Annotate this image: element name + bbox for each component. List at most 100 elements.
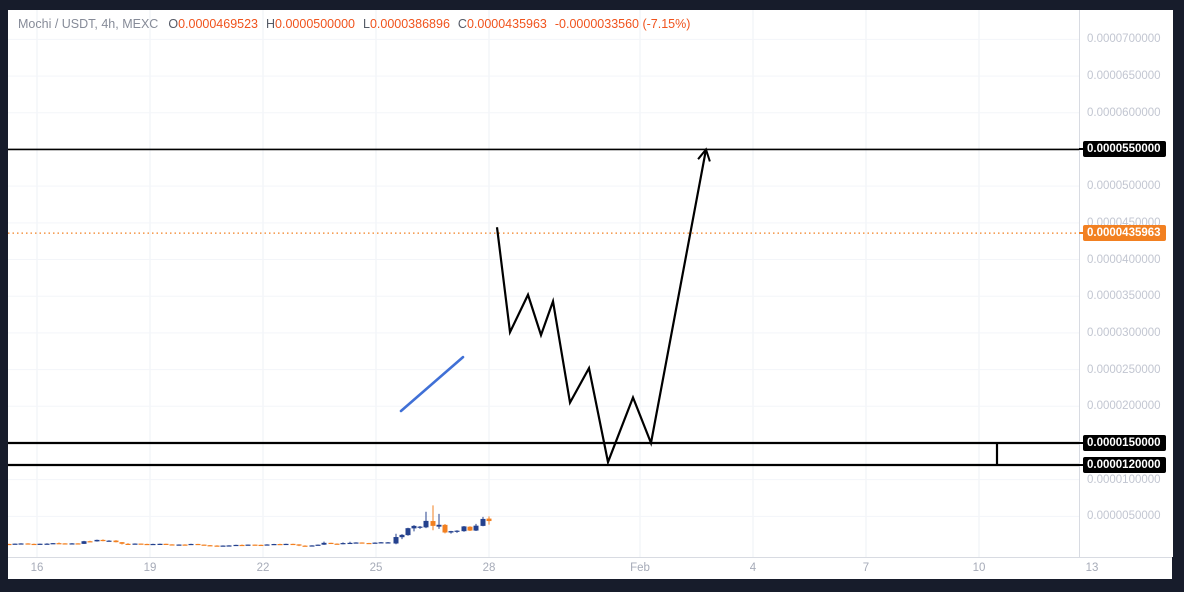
price-axis[interactable]: 0.0000700000 0.0000650000 0.0000600000 0.00… — [1079, 10, 1173, 557]
trendline — [399, 355, 465, 413]
candle — [69, 543, 75, 545]
candle — [220, 545, 226, 547]
candle — [334, 543, 340, 545]
candle — [157, 543, 163, 545]
candle — [436, 513, 442, 529]
time-axis[interactable]: 16 19 22 25 28 Feb 4 7 10 13 — [8, 557, 1172, 579]
candle — [8, 543, 12, 546]
candle — [31, 543, 37, 546]
candle — [399, 534, 405, 540]
candle — [163, 543, 169, 545]
price-axis-label: 0.0000500000 — [1087, 180, 1161, 193]
time-axis-label-7: 7 — [862, 562, 870, 574]
candle — [372, 542, 378, 544]
candle — [12, 543, 18, 545]
price-axis-label: 0.0000250000 — [1087, 363, 1161, 376]
time-axis-label-19: 19 — [143, 562, 157, 574]
price-badge-550000: 0.0000550000 — [1079, 141, 1166, 158]
legend-ohlc-values: O0.0000469523 H0.0000500000 L0.0000386896 C… — [168, 17, 555, 31]
candle — [245, 544, 251, 546]
candle — [461, 526, 467, 532]
levels-layer — [8, 148, 1079, 467]
candle — [347, 541, 353, 545]
candle — [467, 526, 473, 532]
candle — [233, 544, 239, 547]
candle — [106, 540, 112, 542]
candle — [296, 544, 302, 547]
candle — [87, 540, 93, 543]
candle — [169, 544, 175, 546]
candle — [366, 542, 372, 545]
candlesticks-layer — [8, 505, 492, 547]
candle — [442, 524, 448, 534]
time-axis-label-28: 28 — [482, 562, 496, 574]
price-axis-label: 0.0000200000 — [1087, 400, 1161, 413]
candle — [393, 533, 399, 545]
candle — [44, 543, 50, 545]
candle — [252, 544, 258, 546]
candle — [315, 544, 321, 546]
time-axis-label-22: 22 — [256, 562, 270, 574]
candle — [150, 543, 156, 546]
candle — [81, 540, 87, 545]
candle — [277, 543, 283, 546]
candle — [405, 527, 411, 536]
candle — [207, 544, 213, 547]
price-axis-label: 0.0000400000 — [1087, 253, 1161, 266]
candle — [25, 543, 31, 545]
price-badge-120000: 0.0000120000 — [1079, 456, 1166, 473]
candle — [264, 544, 270, 546]
time-axis-label-25: 25 — [369, 562, 383, 574]
candle — [37, 543, 43, 545]
time-axis-label-13: 13 — [1085, 562, 1099, 574]
candle — [473, 523, 479, 532]
time-axis-label-feb: Feb — [630, 562, 650, 574]
candle — [321, 541, 327, 545]
candle — [290, 543, 296, 546]
candle — [353, 542, 359, 544]
candle — [486, 516, 492, 525]
candle — [359, 542, 365, 544]
price-axis-label: 0.0000700000 — [1087, 33, 1161, 46]
candle — [138, 543, 144, 545]
candle — [480, 516, 486, 527]
legend-c-value: C0.0000435963 — [457, 17, 547, 31]
price-chart-plot[interactable] — [8, 10, 1079, 557]
legend-change: -0.0000033560 (-7.15%) — [554, 17, 691, 31]
price-axis-label: 0.0000350000 — [1087, 290, 1161, 303]
candle — [94, 539, 100, 542]
candle — [309, 545, 315, 547]
grid-layer — [8, 10, 1079, 557]
candle — [417, 526, 423, 529]
symbol-title[interactable]: Mochi / USDT, 4h, MEXC — [18, 17, 159, 31]
candle — [201, 544, 207, 546]
candle — [62, 543, 68, 545]
candle — [239, 544, 245, 547]
candle — [454, 530, 460, 533]
candle — [132, 543, 138, 545]
legend-l-value: L0.0000386896 — [363, 17, 450, 31]
legend-h-value: H0.0000500000 — [266, 17, 355, 31]
candle — [411, 525, 417, 532]
candle — [144, 543, 150, 546]
time-axis-label-4: 4 — [749, 562, 757, 574]
projection-arrow — [495, 147, 711, 466]
candle — [226, 545, 232, 547]
candle — [302, 545, 308, 547]
candle — [100, 539, 106, 542]
candle — [56, 542, 62, 545]
candle — [125, 543, 131, 545]
time-axis-label-16: 16 — [30, 562, 44, 574]
candle — [271, 543, 277, 546]
candle — [448, 530, 454, 534]
candle — [340, 542, 346, 545]
candle — [188, 543, 194, 546]
time-axis-label-10: 10 — [972, 562, 986, 574]
candle — [119, 541, 125, 545]
candle — [50, 542, 56, 545]
candle — [328, 542, 334, 545]
price-badge-150000: 0.0000150000 — [1079, 434, 1166, 451]
price-axis-label: 0.0000100000 — [1087, 473, 1161, 486]
chart-panel: Mochi / USDT, 4h, MEXC O0.0000469523 H0.0… — [8, 10, 1173, 579]
candle — [385, 541, 391, 544]
